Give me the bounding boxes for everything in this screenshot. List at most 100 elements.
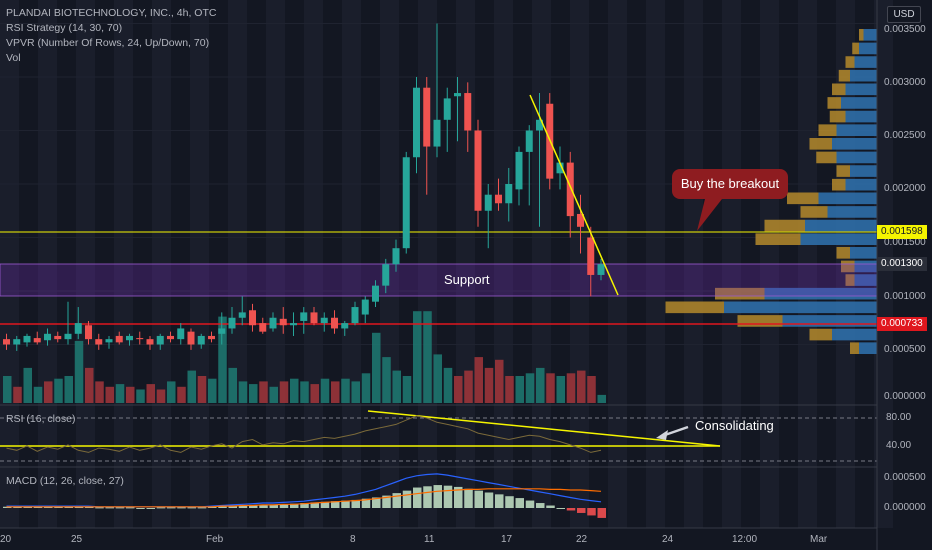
- macd-axis-tick: 0.000000: [884, 502, 926, 513]
- volume-bar: [218, 316, 227, 403]
- volume-bar: [382, 357, 391, 403]
- time-tick: 8: [350, 534, 356, 545]
- volume-bar: [300, 381, 309, 403]
- candle-body: [74, 323, 82, 334]
- support-label[interactable]: Support: [444, 272, 490, 287]
- price-tick: 0.003000: [884, 77, 926, 88]
- macd-hist-bar: [228, 505, 237, 508]
- vpvr-up-bar: [805, 219, 877, 232]
- candle-body: [95, 339, 103, 345]
- candle-body: [300, 312, 308, 321]
- candle-body: [146, 339, 154, 345]
- volume-bar: [259, 381, 268, 403]
- candle-body: [105, 339, 113, 343]
- candle-body: [351, 307, 359, 324]
- vpvr-down-bar: [816, 151, 837, 164]
- consolidating-label[interactable]: Consolidating: [695, 418, 774, 433]
- macd-hist-bar: [566, 508, 576, 511]
- vpvr-up-bar: [832, 328, 877, 341]
- volume-bar: [136, 389, 145, 403]
- vpvr-up-bar: [854, 56, 877, 68]
- macd-hist-bar: [136, 508, 145, 509]
- macd-hist-bar: [156, 507, 166, 509]
- legend-vol[interactable]: Vol: [6, 52, 21, 64]
- volume-bar: [3, 376, 12, 403]
- volume-bar: [208, 378, 217, 403]
- candle-body: [3, 339, 10, 345]
- price-tick: 0.000500: [884, 344, 926, 355]
- vpvr-down-bar: [809, 328, 832, 341]
- candle-body: [44, 333, 51, 341]
- legend-rsi-strategy[interactable]: RSI Strategy (14, 30, 70): [6, 22, 123, 34]
- volume-bar: [515, 376, 524, 403]
- candle-body: [433, 119, 441, 147]
- macd-hist-bar: [95, 507, 104, 509]
- volume-bar: [392, 370, 401, 403]
- candle-body: [177, 328, 185, 340]
- legend-vpvr[interactable]: VPVR (Number Of Rows, 24, Up/Down, 70): [6, 37, 210, 49]
- macd-pane-label[interactable]: MACD (12, 26, close, 27): [6, 475, 124, 487]
- volume-bar: [433, 354, 442, 403]
- candle-body: [33, 338, 41, 343]
- callout-tail: [697, 199, 722, 231]
- vpvr-down-bar: [737, 315, 783, 327]
- vpvr-up-bar: [859, 342, 877, 354]
- macd-histogram: [3, 485, 606, 518]
- vpvr-up-bar: [832, 138, 877, 150]
- candle-body: [187, 331, 195, 345]
- currency-button[interactable]: USD: [887, 6, 921, 23]
- volume-bar: [64, 376, 73, 403]
- buy-breakout-callout[interactable]: Buy the breakout: [672, 169, 788, 199]
- candle-body: [515, 151, 523, 190]
- candle-body: [474, 130, 482, 211]
- macd-hist-bar: [382, 495, 391, 508]
- vpvr-up-bar: [800, 233, 877, 245]
- trendline-down[interactable]: [529, 94, 619, 296]
- macd-hist-bar: [331, 501, 340, 508]
- candle-body: [587, 237, 595, 275]
- time-tick: Feb: [206, 534, 224, 545]
- macd-hist-bar: [351, 499, 360, 508]
- volume-bar: [74, 340, 84, 403]
- volume-bar: [177, 386, 186, 403]
- volume-bar: [126, 386, 135, 403]
- volume-bar: [290, 378, 299, 403]
- vpvr-up-bar: [850, 247, 877, 259]
- candle-body: [320, 317, 328, 324]
- rsi-pane-label[interactable]: RSI (16, close): [6, 413, 76, 425]
- consolidating-arrowhead: [656, 430, 668, 440]
- vpvr-up-bar: [854, 260, 877, 273]
- candle-body: [392, 248, 400, 265]
- candle-body: [310, 312, 318, 324]
- rsi-axis-tick: 80.00: [886, 412, 912, 423]
- price-tick: 0.000000: [884, 391, 926, 402]
- candle-body: [413, 87, 420, 158]
- candle-body: [525, 130, 533, 152]
- candle-body: [126, 335, 133, 341]
- support-zone[interactable]: [0, 263, 878, 297]
- macd-hist-bar: [484, 492, 494, 508]
- rsi-line: [6, 415, 602, 453]
- candle-body: [341, 323, 349, 329]
- vpvr-down-bar: [715, 287, 765, 300]
- time-tick: 24: [662, 534, 674, 545]
- macd-hist-bar: [126, 507, 135, 509]
- macd-hist-bar: [392, 493, 401, 508]
- macd-hist-bar: [320, 501, 330, 508]
- vpvr-down-bar: [787, 192, 819, 205]
- candle-body: [136, 338, 144, 340]
- candle-body: [382, 264, 390, 286]
- rsi-yellow-trendline[interactable]: [367, 410, 721, 447]
- volume-bar: [105, 386, 114, 403]
- vpvr-up-bar: [724, 301, 877, 314]
- vpvr-up-bar: [782, 315, 877, 327]
- volume-bar: [228, 367, 237, 403]
- time-tick: 12:00: [732, 534, 758, 545]
- macd-hist-bar: [372, 497, 381, 508]
- volume-bar: [361, 373, 371, 403]
- macd-hist-bar: [290, 503, 299, 508]
- chart-title: PLANDAI BIOTECHNOLOGY, INC., 4h, OTC: [6, 7, 217, 19]
- vpvr-up-bar: [827, 206, 877, 218]
- vpvr-down-bar: [818, 124, 837, 136]
